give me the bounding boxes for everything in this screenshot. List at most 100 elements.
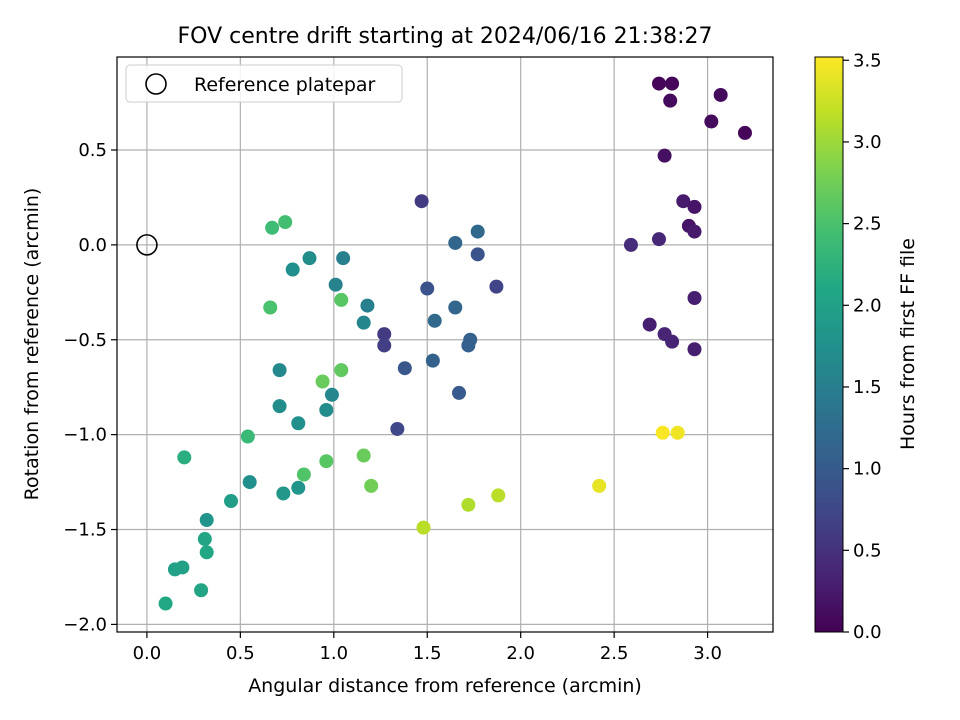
data-point: [336, 251, 351, 266]
data-point: [665, 76, 680, 91]
data-point: [240, 429, 255, 444]
data-point: [334, 292, 349, 307]
data-point: [670, 425, 685, 440]
data-point: [319, 454, 334, 469]
x-axis-label: Angular distance from reference (arcmin): [248, 675, 642, 697]
data-point: [276, 486, 291, 501]
y-tick-label: 0.0: [78, 235, 107, 256]
data-point: [448, 300, 463, 315]
colorbar-tick-label: 1.0: [853, 459, 882, 480]
data-point: [663, 93, 678, 108]
data-point: [285, 262, 300, 277]
colorbar-tick-label: 2.5: [853, 214, 882, 235]
x-tick-label: 2.5: [600, 643, 629, 664]
colorbar-tick-label: 2.0: [853, 295, 882, 316]
data-point: [687, 342, 702, 357]
data-point: [737, 125, 752, 140]
colorbar-tick-label: 0.5: [853, 540, 882, 561]
colorbar-tick-label: 3.5: [853, 50, 882, 71]
data-point: [199, 545, 214, 560]
colorbar-gradient: [814, 56, 844, 633]
data-point: [167, 562, 182, 577]
data-point: [592, 478, 607, 493]
x-tick-label: 0.0: [133, 643, 162, 664]
legend-label: Reference platepar: [194, 74, 376, 96]
data-point: [158, 596, 173, 611]
data-point: [199, 513, 214, 528]
x-axis-ticks: 0.0 0.5 1.0 1.5 2.0 2.5 3.0: [133, 632, 722, 664]
data-point: [657, 148, 672, 163]
data-point: [704, 114, 719, 129]
data-point: [364, 478, 379, 493]
data-point: [319, 402, 334, 417]
data-point: [470, 224, 485, 239]
x-tick-label: 1.0: [319, 643, 348, 664]
data-point: [291, 416, 306, 431]
chart-title: FOV centre drift starting at 2024/06/16 …: [178, 24, 713, 49]
data-point: [278, 215, 293, 230]
data-points: [158, 76, 752, 611]
data-point: [651, 232, 666, 247]
x-tick-label: 3.0: [693, 643, 722, 664]
data-point: [687, 199, 702, 214]
data-point: [427, 313, 442, 328]
y-tick-label: −1.5: [63, 520, 107, 541]
data-point: [315, 374, 330, 389]
colorbar-tick-label: 0.0: [853, 622, 882, 643]
data-point: [470, 247, 485, 262]
data-point: [713, 87, 728, 102]
data-point: [194, 583, 209, 598]
data-point: [224, 494, 239, 509]
data-point: [334, 363, 349, 378]
data-point: [272, 399, 287, 414]
data-point: [642, 317, 657, 332]
legend-marker-icon: [145, 73, 167, 95]
data-point: [377, 327, 392, 342]
data-point: [242, 475, 257, 490]
data-point: [425, 353, 440, 368]
data-point: [623, 237, 638, 252]
x-tick-label: 1.5: [413, 643, 442, 664]
colorbar-label: Hours from first FF file: [897, 238, 919, 450]
data-point: [420, 281, 435, 296]
data-point: [687, 224, 702, 239]
data-point: [452, 385, 467, 400]
data-point: [356, 448, 371, 463]
reference-point-marker: [136, 234, 158, 256]
data-point: [177, 450, 192, 465]
data-point: [356, 315, 371, 330]
data-point: [328, 277, 343, 292]
data-point: [324, 387, 339, 402]
x-tick-label: 2.0: [506, 643, 535, 664]
legend: Reference platepar: [125, 64, 403, 103]
y-tick-label: −2.0: [63, 614, 107, 635]
data-point: [302, 251, 317, 266]
colorbar-tick-label: 3.0: [853, 132, 882, 153]
data-point: [414, 194, 429, 209]
data-point: [665, 334, 680, 349]
data-point: [265, 220, 280, 235]
y-tick-label: 0.5: [78, 140, 107, 161]
data-point: [416, 520, 431, 535]
data-point: [272, 363, 287, 378]
data-point: [377, 338, 392, 353]
data-point: [655, 425, 670, 440]
data-point: [489, 279, 504, 294]
y-tick-label: −0.5: [63, 330, 107, 351]
y-axis-label: Rotation from reference (arcmin): [21, 188, 43, 501]
data-point: [291, 480, 306, 495]
colorbar: 0.0 0.5 1.0 1.5 2.0 2.5 3.0 3.5 Hours from firs…: [814, 50, 919, 643]
legend-box: [125, 64, 403, 103]
data-point: [296, 467, 311, 482]
data-point: [397, 361, 412, 376]
data-point: [651, 76, 666, 91]
data-point: [360, 298, 375, 313]
colorbar-tick-label: 1.5: [853, 377, 882, 398]
colorbar-ticks: 0.0 0.5 1.0 1.5 2.0 2.5 3.0 3.5: [843, 50, 882, 643]
x-tick-label: 0.5: [226, 643, 255, 664]
data-point: [263, 300, 278, 315]
data-point: [687, 291, 702, 306]
data-point: [448, 235, 463, 250]
plot-frame: [116, 56, 774, 633]
